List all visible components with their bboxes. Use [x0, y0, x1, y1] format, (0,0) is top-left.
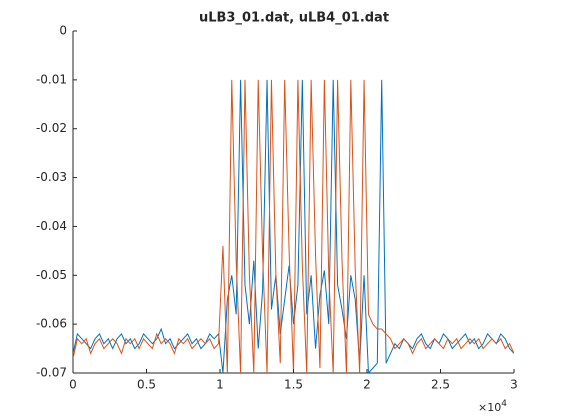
- x-exponent-power: 4: [501, 399, 507, 409]
- y-tick-label: -0.05: [36, 268, 67, 282]
- x-tick-label: 1.5: [284, 378, 303, 392]
- x-tick-label: 1: [216, 378, 224, 392]
- x-tick-label: 2.5: [431, 378, 450, 392]
- y-tick-label: -0.06: [36, 317, 67, 331]
- x-tick-label: 3: [510, 378, 518, 392]
- y-tick-label: -0.02: [36, 121, 67, 135]
- y-tick-label: -0.03: [36, 170, 67, 184]
- data-line: [73, 79, 514, 373]
- chart-title: uLB3_01.dat, uLB4_01.dat: [199, 11, 389, 26]
- x-tick-label: 0: [69, 378, 77, 392]
- y-tick-label: 0: [59, 24, 67, 38]
- data-line: [73, 79, 514, 373]
- y-tick-label: -0.04: [36, 219, 67, 233]
- y-tick-label: -0.01: [36, 72, 67, 86]
- plot-area: [73, 79, 514, 373]
- x-exponent: ×104: [478, 399, 507, 415]
- x-tick-label: 2: [363, 378, 371, 392]
- y-tick-label: -0.07: [36, 366, 67, 380]
- x-exponent-base: ×10: [478, 401, 501, 414]
- x-tick-label: 0.5: [137, 378, 156, 392]
